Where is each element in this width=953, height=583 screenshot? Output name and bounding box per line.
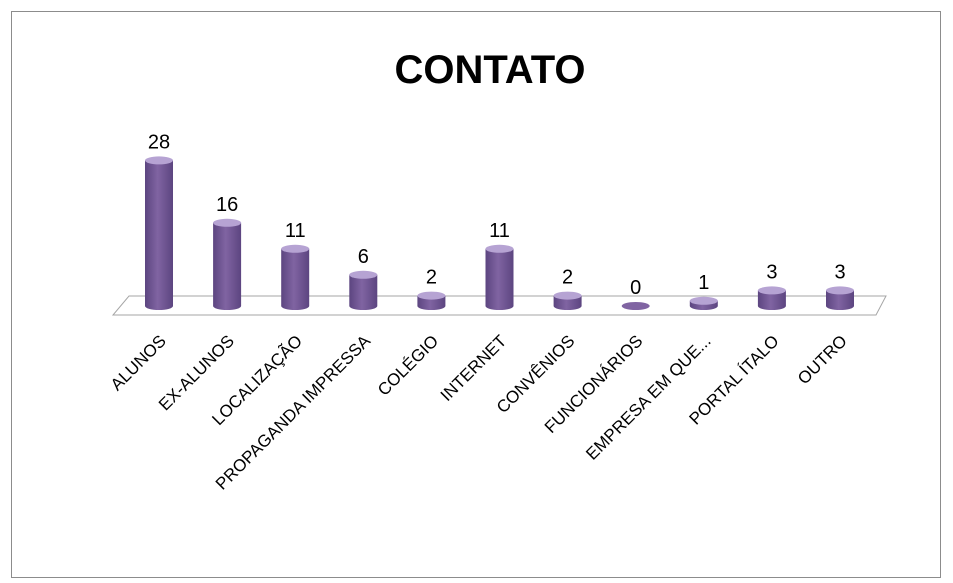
bar-body-0 [145,160,173,310]
x-tick-label-0: ALUNOS [107,331,170,394]
x-tick-label-5: INTERNET [437,331,511,405]
bar-9 [757,286,786,310]
bar-body-1 [213,222,242,310]
bar-top-4 [417,291,446,300]
bar-body-3 [349,274,378,310]
x-tick-label-10: OUTRO [794,331,851,388]
data-label-7: 0 [630,277,641,299]
data-label-5: 11 [489,220,510,242]
x-tick-label-4: COLÉGIO [374,331,442,399]
bar-top-6 [553,291,582,300]
bar-4 [417,291,446,310]
bar-top-8 [689,296,718,305]
bar-top-10 [826,286,854,295]
bar-body-2 [281,248,310,310]
bar-body-4 [417,295,446,310]
bar-5 [485,244,514,310]
bar-7 [621,302,650,310]
data-label-8: 1 [698,272,709,294]
chart-title: CONTATO [394,48,585,92]
bar-2 [281,244,310,310]
bar-1 [213,218,242,310]
chart-frame: CONTATO 28 16 11 6 2 11 2 0 1 3 3 ALUNOS EX-ALUNOS L… [11,11,941,578]
x-tick-label-8: EMPRESA EM QUE... [582,331,714,463]
bar-top-9 [757,286,786,295]
bar-top-0 [145,156,173,165]
bar-body-6 [553,295,582,310]
bar-8 [689,296,718,310]
data-label-6: 2 [562,267,573,289]
bar-top-1 [213,218,242,227]
data-label-2: 11 [285,220,306,242]
bar-body-10 [826,290,854,310]
data-label-1: 16 [216,194,238,216]
data-label-0: 28 [148,131,170,153]
bar-3 [349,270,378,310]
bar-top-2 [281,244,310,253]
bar-0 [145,156,173,310]
bar-top-7 [621,302,650,310]
data-label-3: 6 [358,246,369,268]
data-label-10: 3 [834,261,845,283]
bar-body-5 [485,248,514,310]
bar-top-3 [349,270,378,279]
bar-top-5 [485,244,514,253]
bar-body-9 [757,290,786,310]
data-label-4: 2 [426,267,437,289]
data-label-9: 3 [766,261,777,283]
bar-6 [553,291,582,310]
bars-group [145,156,854,310]
bar-10 [826,286,854,310]
